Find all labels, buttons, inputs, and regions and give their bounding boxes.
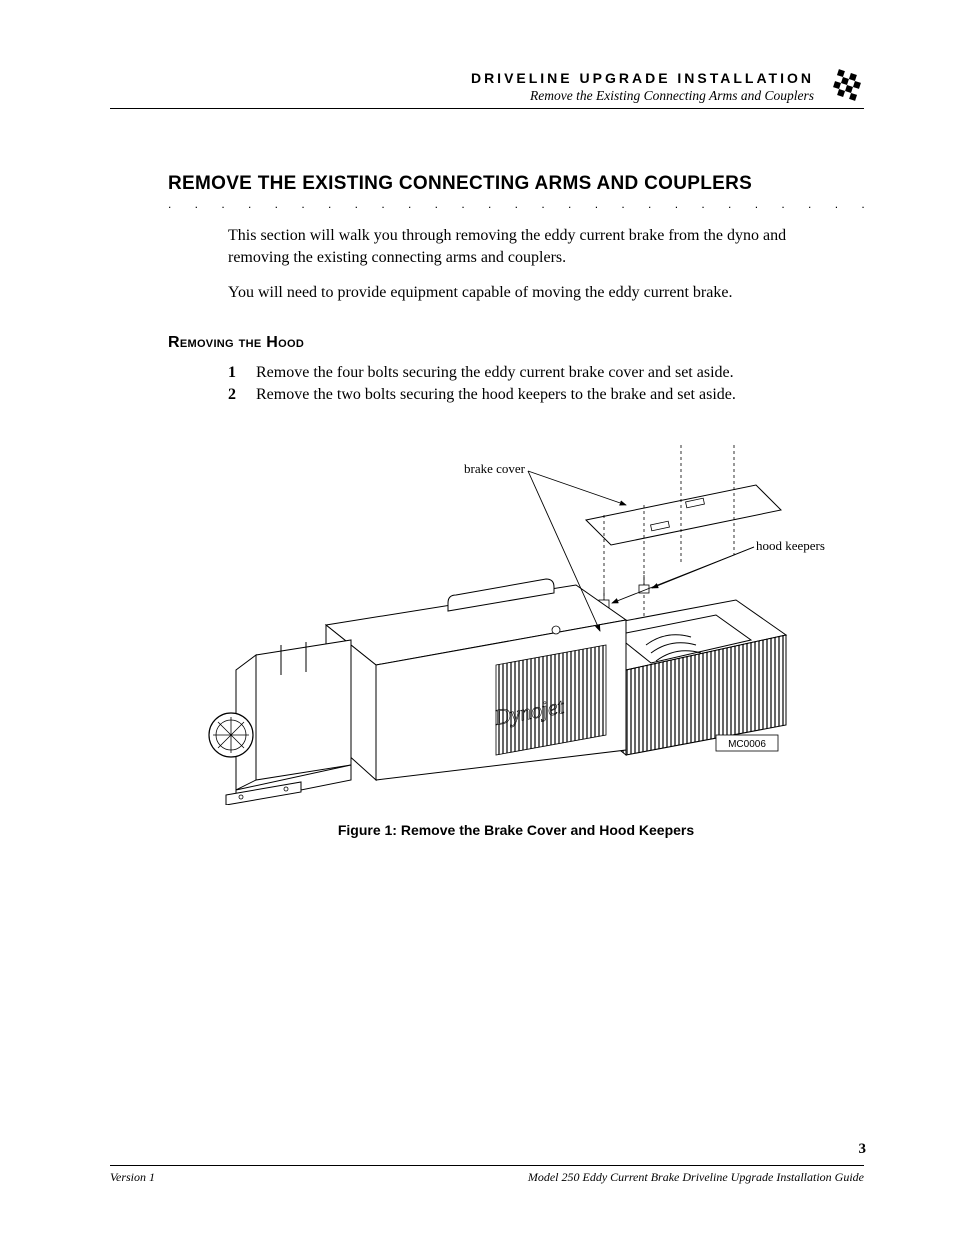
page: DRIVELINE UPGRADE INSTALLATION Remove th… [0,0,954,1235]
figure-container: Dynojet [168,435,864,838]
page-number: 3 [859,1141,867,1158]
footer-rule [110,1165,864,1166]
callout-hood-keepers: hood keepers [756,538,825,553]
footer-version: Version 1 [110,1170,155,1185]
step-text: Remove the four bolts securing the eddy … [256,362,734,384]
page-footer: 3 Version 1 Model 250 Eddy Current Brake… [110,1165,864,1185]
step-item: 2 Remove the two bolts securing the hood… [228,384,864,406]
step-number: 1 [228,362,256,384]
callout-brake-cover: brake cover [464,461,526,476]
header-rule [110,108,864,109]
figure-caption: Figure 1: Remove the Brake Cover and Hoo… [168,822,864,838]
content-area: REMOVE THE EXISTING CONNECTING ARMS AND … [110,173,864,838]
step-number: 2 [228,384,256,406]
figure-reference: MC0006 [728,739,766,750]
figure-illustration: Dynojet [196,435,836,805]
step-list: 1 Remove the four bolts securing the edd… [228,362,864,407]
footer-row: Version 1 Model 250 Eddy Current Brake D… [110,1170,864,1185]
footer-doc-title: Model 250 Eddy Current Brake Driveline U… [528,1170,864,1185]
intro-paragraph-1: This section will walk you through remov… [228,225,844,268]
dotted-leader: . . . . . . . . . . . . . . . . . . . . … [168,197,864,211]
header-text-block: DRIVELINE UPGRADE INSTALLATION Remove th… [110,70,864,104]
subsection-heading: Removing the Hood [168,334,864,352]
checkered-flag-icon [826,64,868,106]
chapter-title: DRIVELINE UPGRADE INSTALLATION [110,70,814,86]
intro-paragraph-2: You will need to provide equipment capab… [228,282,844,304]
page-header: DRIVELINE UPGRADE INSTALLATION Remove th… [110,70,864,109]
step-item: 1 Remove the four bolts securing the edd… [228,362,864,384]
breadcrumb: Remove the Existing Connecting Arms and … [110,88,814,104]
section-heading: REMOVE THE EXISTING CONNECTING ARMS AND … [168,173,864,195]
step-text: Remove the two bolts securing the hood k… [256,384,736,406]
